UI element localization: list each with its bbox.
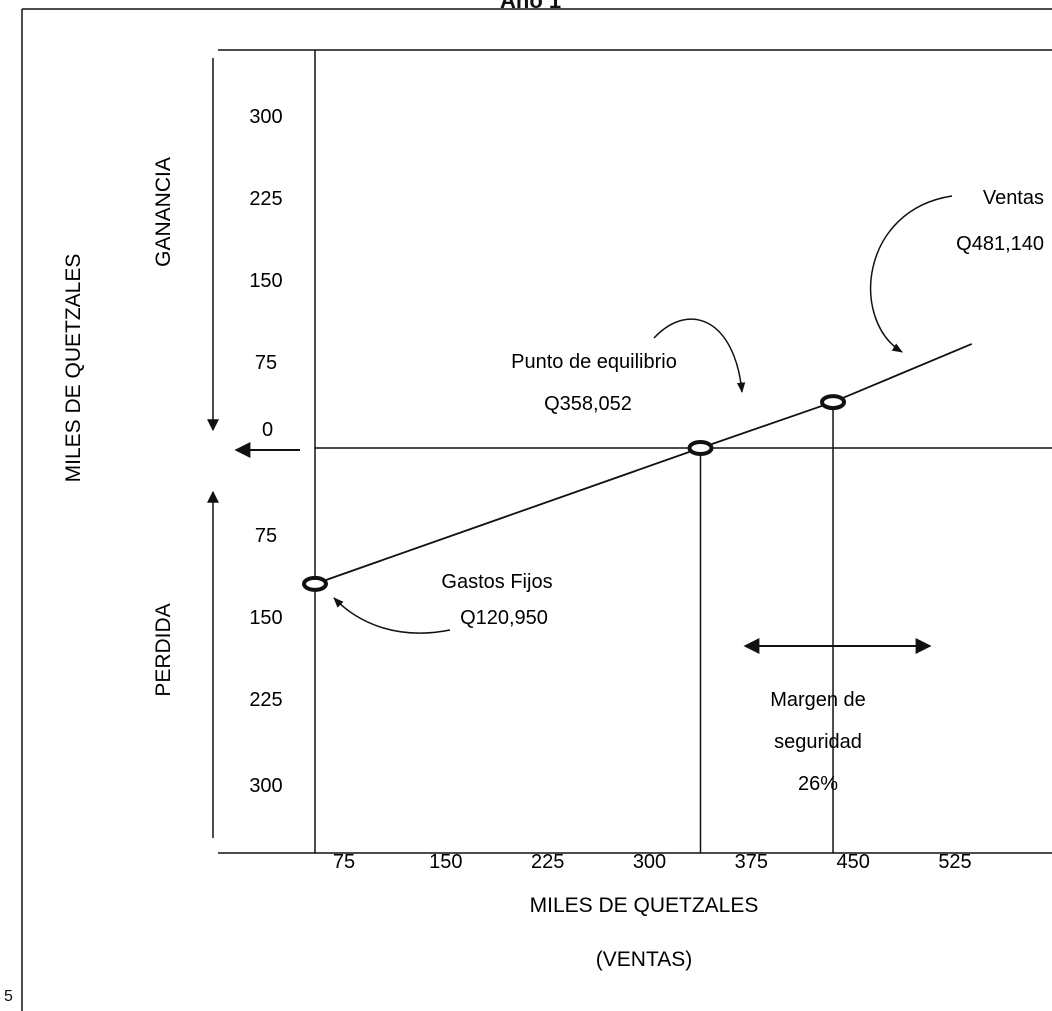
x-tick-label: 300 [633, 851, 666, 873]
x-tick-label: 75 [333, 851, 355, 873]
gastos-value: Q120,950 [460, 607, 548, 629]
x-tick-label: 150 [429, 851, 462, 873]
gastos-fijos-point [302, 575, 328, 592]
series-group [302, 343, 973, 853]
x-axis-title: MILES DE QUETZALES [530, 894, 759, 917]
ventas-value: Q481,140 [956, 233, 1044, 255]
margen-label-1: Margen de [770, 689, 866, 711]
x-tick-labels: 75 150 225 300 375 450 525 [333, 851, 972, 873]
y-tick-label: 75 [255, 352, 277, 374]
y-tick-labels: 300 225 150 75 0 75 150 225 300 [249, 106, 282, 797]
y-tick-label: 150 [249, 270, 282, 292]
x-axis-subtitle: (VENTAS) [596, 948, 692, 971]
page-number: 5 [4, 988, 13, 1005]
y-tick-label: 225 [249, 188, 282, 210]
ventas-pointer [869, 195, 953, 353]
ventas-point [820, 394, 847, 411]
punto-equilibrio-point [687, 440, 714, 456]
gastos-pointer [333, 597, 451, 634]
y-tick-label: 0 [262, 419, 273, 441]
ganancia-label: GANANCIA [152, 157, 175, 267]
y-tick-label: 300 [249, 775, 282, 797]
perdida-label: PERDIDA [152, 603, 175, 696]
x-tick-label: 225 [531, 851, 564, 873]
equilibrio-value: Q358,052 [544, 393, 632, 415]
y-axis-title: MILES DE QUETZALES [62, 254, 85, 483]
y-tick-label: 225 [249, 689, 282, 711]
gastos-label: Gastos Fijos [441, 571, 552, 593]
ventas-label: Ventas [983, 187, 1044, 209]
x-tick-label: 525 [938, 851, 971, 873]
x-tick-label: 375 [735, 851, 768, 873]
margen-label-2: seguridad [774, 731, 862, 753]
revenue-line [314, 343, 973, 585]
y-tick-label: 300 [249, 106, 282, 128]
x-tick-label: 450 [836, 851, 869, 873]
y-tick-label: 150 [249, 607, 282, 629]
equilibrio-pointer [653, 318, 746, 394]
y-tick-label: 75 [255, 525, 277, 547]
margen-value: 26% [798, 773, 838, 795]
equilibrio-label: Punto de equilibrio [511, 351, 677, 373]
